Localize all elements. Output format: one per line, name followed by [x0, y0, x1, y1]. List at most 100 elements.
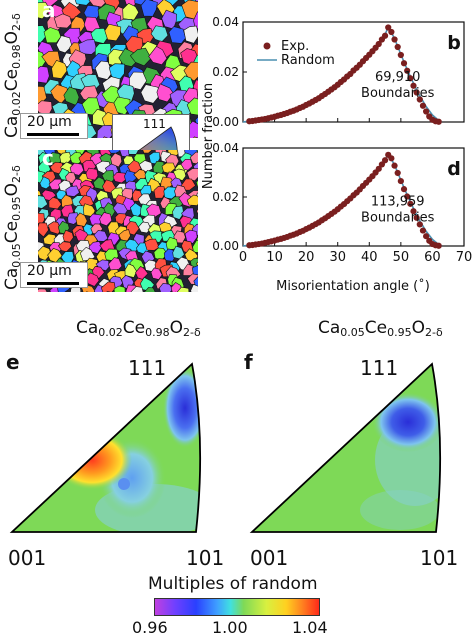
- grain: [100, 281, 116, 292]
- grain: [61, 2, 82, 20]
- grain: [51, 60, 68, 79]
- formula-f: Ca0.05Ce0.95O2-δ: [318, 318, 443, 339]
- grain: [190, 284, 198, 292]
- x-tick-label: 30: [329, 250, 346, 265]
- scale-bar-top: 20 μm: [20, 113, 88, 139]
- exp-point: [410, 208, 417, 215]
- grain: [184, 229, 198, 244]
- grain: [156, 83, 175, 103]
- grain: [47, 221, 62, 235]
- exp-point: [410, 82, 417, 89]
- grain: [124, 263, 137, 278]
- grain: [112, 172, 128, 184]
- grain: [140, 84, 161, 104]
- legend-exp-label: Exp.: [281, 39, 309, 54]
- ipf-density-e: [9, 362, 202, 533]
- misorientation-charts: 0.000.020.04b69,910BoundariesExp.Random0…: [201, 15, 473, 294]
- exp-point: [381, 157, 389, 164]
- grain: [148, 46, 168, 66]
- grain: [38, 222, 49, 238]
- grain: [192, 239, 198, 253]
- ipf-f-111: 111: [360, 356, 399, 380]
- colorbar: [154, 598, 320, 616]
- grain: [78, 39, 98, 55]
- grain: [195, 179, 198, 189]
- y-tick-label: 0.04: [212, 15, 239, 29]
- formula-bottom-vertical: Ca0.05Ce0.95O2-δ: [2, 165, 23, 290]
- ipf-f-101: 101: [420, 546, 459, 570]
- grain: [189, 151, 198, 165]
- panel-label-f: f: [244, 350, 253, 374]
- grain: [110, 152, 123, 168]
- x-tick-label: 60: [424, 250, 441, 265]
- exp-point: [419, 227, 427, 234]
- grain: [144, 238, 160, 251]
- x-tick-label: 10: [266, 250, 283, 265]
- grain: [176, 286, 190, 292]
- ipf-f-001: 001: [250, 546, 289, 570]
- exp-point: [435, 242, 442, 249]
- grain: [69, 162, 85, 176]
- exp-point: [413, 214, 420, 221]
- grain: [93, 176, 106, 190]
- x-tick-label: 70: [456, 250, 473, 265]
- grain: [186, 97, 198, 116]
- grain: [74, 0, 93, 6]
- y-tick-label: 0.00: [212, 115, 239, 129]
- ipf-e-111: 111: [128, 356, 167, 380]
- grain: [142, 150, 153, 154]
- grain: [43, 27, 62, 44]
- grain: [193, 136, 198, 138]
- grain: [88, 241, 103, 254]
- exp-point: [385, 24, 392, 31]
- grain: [196, 150, 198, 154]
- exp-point: [413, 89, 420, 96]
- grain: [196, 208, 198, 215]
- exp-point: [404, 193, 411, 200]
- exp-point: [388, 28, 395, 36]
- exp-point: [407, 200, 414, 207]
- exp-point: [400, 60, 408, 67]
- grain: [168, 26, 186, 44]
- boundary-label: Boundaries: [361, 211, 435, 226]
- boundary-count: 69,910: [375, 70, 421, 85]
- exp-point: [416, 221, 423, 228]
- ipf-e-001: 001: [8, 546, 47, 570]
- grain: [180, 159, 193, 171]
- grain: [128, 71, 147, 91]
- exp-point: [400, 186, 408, 193]
- grain: [93, 230, 109, 242]
- grain: [103, 136, 109, 138]
- ebsd-map-top: [38, 0, 198, 138]
- grain: [67, 212, 79, 225]
- exp-point: [419, 102, 427, 109]
- grain: [196, 37, 198, 41]
- formula-e: Ca0.02Ce0.98O2-δ: [76, 318, 201, 339]
- exp-point: [423, 108, 430, 115]
- colorbar-tick-mid: 1.00: [212, 618, 248, 637]
- grain: [38, 288, 48, 292]
- x-tick-label: 40: [361, 250, 378, 265]
- exp-point: [407, 75, 414, 82]
- x-tick-label: 50: [393, 250, 410, 265]
- grain: [53, 13, 72, 29]
- scale-bar-bottom-line: [27, 282, 79, 285]
- formula-top-vertical: Ca0.02Ce0.98O2-δ: [2, 13, 23, 138]
- exp-point: [391, 162, 398, 169]
- exp-point: [388, 155, 395, 162]
- grain: [172, 205, 184, 220]
- exp-point: [416, 96, 423, 103]
- colorbar-title: Multiples of random: [148, 574, 318, 594]
- ipf-key-111: 111: [143, 117, 166, 131]
- exp-point: [381, 32, 389, 39]
- grain: [126, 221, 140, 236]
- ipf-e-101: 101: [186, 546, 225, 570]
- boundary-count: 113,959: [371, 195, 425, 210]
- grain: [193, 276, 198, 288]
- exp-point: [394, 43, 401, 51]
- grain: [130, 286, 144, 292]
- x-tick-label: 20: [298, 250, 315, 265]
- x-tick-label: 0: [239, 250, 247, 265]
- panel-label-d: d: [447, 158, 461, 180]
- exp-point: [435, 118, 442, 125]
